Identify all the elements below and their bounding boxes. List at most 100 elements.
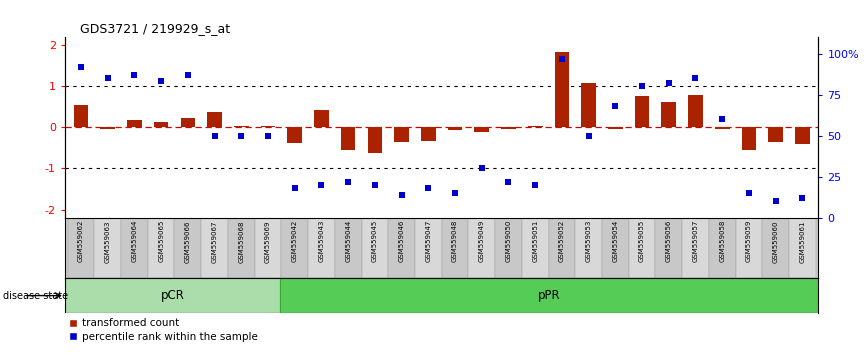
Bar [581, 83, 596, 127]
Point [154, 79, 168, 84]
Text: GSM559045: GSM559045 [372, 220, 378, 262]
Text: GSM559049: GSM559049 [479, 220, 485, 263]
Bar [475, 127, 489, 132]
Point [501, 179, 515, 184]
Point [127, 72, 141, 78]
Bar [314, 110, 329, 127]
Bar [228, 218, 255, 278]
Bar [469, 218, 495, 278]
Point [261, 133, 275, 138]
Point [609, 103, 623, 109]
Bar [608, 127, 623, 129]
Point [769, 199, 783, 204]
Bar [148, 218, 174, 278]
Bar [281, 278, 818, 313]
Text: pCR: pCR [161, 289, 184, 302]
Bar [180, 118, 195, 127]
Bar [201, 218, 228, 278]
Text: GSM559047: GSM559047 [425, 220, 431, 263]
Bar [367, 127, 382, 153]
Text: GSM559043: GSM559043 [319, 220, 325, 263]
Bar [629, 218, 656, 278]
Text: GSM559060: GSM559060 [772, 220, 779, 263]
Point [662, 80, 675, 86]
Point [422, 185, 436, 191]
Bar [421, 127, 436, 141]
Bar [795, 127, 810, 144]
Bar [741, 127, 756, 150]
Text: GSM559054: GSM559054 [612, 220, 618, 262]
Text: GSM559064: GSM559064 [132, 220, 138, 263]
Bar [415, 218, 442, 278]
Text: disease state: disease state [3, 291, 68, 301]
Text: GSM559063: GSM559063 [105, 220, 111, 263]
Bar [154, 122, 169, 127]
Bar [442, 218, 469, 278]
Bar [388, 218, 415, 278]
Point [448, 190, 462, 196]
Bar [361, 218, 388, 278]
Point [582, 133, 596, 138]
Bar [261, 126, 275, 127]
Bar [688, 95, 703, 127]
Text: GSM559061: GSM559061 [799, 220, 805, 263]
Bar [448, 127, 462, 130]
Text: GSM559044: GSM559044 [346, 220, 351, 262]
Text: GSM559059: GSM559059 [746, 220, 752, 263]
Bar [341, 127, 356, 150]
Text: GSM559068: GSM559068 [238, 220, 244, 263]
Bar [495, 218, 522, 278]
Text: GSM559053: GSM559053 [585, 220, 591, 263]
Point [288, 185, 301, 191]
Bar [255, 218, 281, 278]
Bar [762, 218, 789, 278]
Text: GSM559050: GSM559050 [506, 220, 512, 263]
Point [528, 182, 542, 188]
Text: GSM559067: GSM559067 [211, 220, 217, 263]
Bar [735, 218, 762, 278]
Text: GSM559065: GSM559065 [158, 220, 165, 263]
Point [742, 190, 756, 196]
Point [395, 192, 409, 198]
Text: GSM559042: GSM559042 [292, 220, 298, 262]
Bar [234, 126, 249, 127]
Bar [522, 218, 548, 278]
Point [341, 179, 355, 184]
Bar [207, 112, 222, 127]
Bar [682, 218, 709, 278]
Text: GSM559051: GSM559051 [533, 220, 538, 263]
Point [475, 166, 488, 171]
Text: GSM559056: GSM559056 [666, 220, 672, 263]
Bar [335, 218, 361, 278]
Point [208, 133, 222, 138]
Bar [602, 218, 629, 278]
Bar [548, 218, 575, 278]
Text: GSM559058: GSM559058 [719, 220, 725, 263]
Bar [68, 218, 94, 278]
Bar [527, 126, 542, 127]
Point [314, 182, 328, 188]
Bar [768, 127, 783, 142]
Legend: transformed count, percentile rank within the sample: transformed count, percentile rank withi… [70, 319, 257, 342]
Bar [662, 102, 676, 127]
Text: GSM559052: GSM559052 [559, 220, 565, 262]
Text: GDS3721 / 219929_s_at: GDS3721 / 219929_s_at [80, 22, 230, 35]
Text: GSM559066: GSM559066 [184, 220, 191, 263]
Bar [635, 96, 650, 127]
Bar [94, 218, 121, 278]
Bar [174, 218, 201, 278]
Bar [74, 105, 88, 127]
Bar [714, 127, 729, 129]
Bar [288, 127, 302, 143]
Bar [554, 52, 569, 127]
Bar [789, 218, 816, 278]
Text: pPR: pPR [538, 289, 560, 302]
Text: GSM559069: GSM559069 [265, 220, 271, 263]
Point [688, 75, 702, 81]
Point [74, 64, 88, 69]
Text: GSM559055: GSM559055 [639, 220, 645, 262]
Text: GSM559062: GSM559062 [78, 220, 84, 263]
Text: GSM559046: GSM559046 [398, 220, 404, 263]
Point [795, 195, 809, 201]
Bar [709, 218, 735, 278]
